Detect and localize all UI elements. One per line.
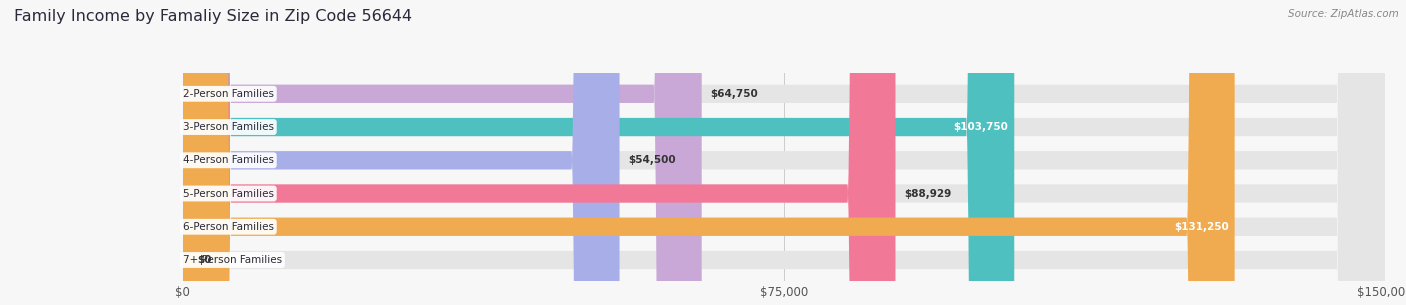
Text: 2-Person Families: 2-Person Families <box>183 89 274 99</box>
Text: 3-Person Families: 3-Person Families <box>183 122 274 132</box>
Text: $64,750: $64,750 <box>710 89 758 99</box>
FancyBboxPatch shape <box>183 0 1014 305</box>
FancyBboxPatch shape <box>183 0 620 305</box>
FancyBboxPatch shape <box>183 0 1385 305</box>
FancyBboxPatch shape <box>183 0 1234 305</box>
FancyBboxPatch shape <box>183 0 702 305</box>
Text: $131,250: $131,250 <box>1174 222 1229 232</box>
FancyBboxPatch shape <box>183 0 1385 305</box>
Text: 4-Person Families: 4-Person Families <box>183 155 274 165</box>
FancyBboxPatch shape <box>183 0 896 305</box>
FancyBboxPatch shape <box>183 0 1385 305</box>
FancyBboxPatch shape <box>183 0 1385 305</box>
Text: $103,750: $103,750 <box>953 122 1008 132</box>
Text: $54,500: $54,500 <box>628 155 676 165</box>
Text: 6-Person Families: 6-Person Families <box>183 222 274 232</box>
Text: $0: $0 <box>197 255 212 265</box>
Text: $88,929: $88,929 <box>904 188 950 199</box>
Text: 7+ Person Families: 7+ Person Families <box>183 255 283 265</box>
FancyBboxPatch shape <box>183 0 1385 305</box>
Text: Source: ZipAtlas.com: Source: ZipAtlas.com <box>1288 9 1399 19</box>
Text: Family Income by Famaliy Size in Zip Code 56644: Family Income by Famaliy Size in Zip Cod… <box>14 9 412 24</box>
FancyBboxPatch shape <box>183 0 1385 305</box>
Text: 5-Person Families: 5-Person Families <box>183 188 274 199</box>
